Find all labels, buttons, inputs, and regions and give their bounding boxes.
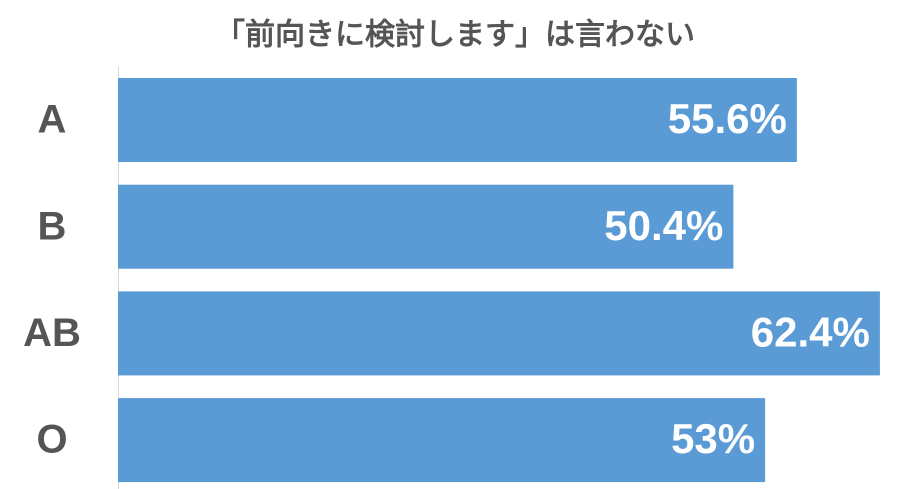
bar: [118, 398, 766, 483]
value-label: 55.6%: [668, 95, 787, 142]
value-label: 50.4%: [604, 202, 723, 249]
value-label: 53%: [671, 415, 755, 462]
category-label: O: [36, 418, 67, 462]
category-label: A: [38, 98, 67, 142]
bar: [118, 78, 797, 162]
chart-title: 「前向きに検討します」は言わない: [215, 18, 695, 53]
category-label: B: [38, 204, 67, 248]
bar: [118, 184, 734, 269]
bar: [118, 291, 880, 376]
value-label: 62.4%: [751, 308, 870, 355]
category-label: AB: [23, 311, 81, 355]
